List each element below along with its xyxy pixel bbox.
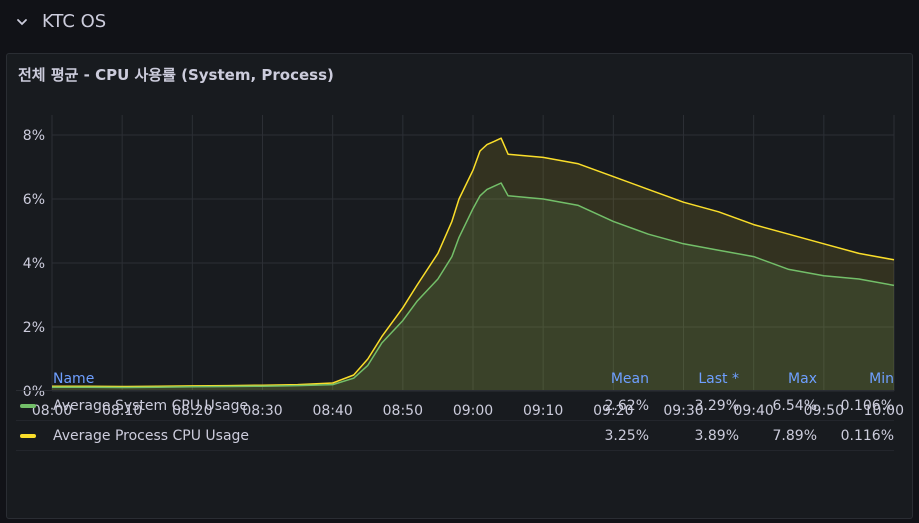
process-swatch [20, 434, 36, 438]
legend-header-max[interactable]: Max [788, 371, 817, 387]
chevron-down-icon[interactable] [16, 16, 28, 28]
legend-row-min: 0.116% [840, 427, 894, 444]
legend-header-mean[interactable]: Mean [610, 371, 649, 387]
legend-table: Name Mean Last * Max Min Average System … [16, 368, 894, 451]
y-tick-label: 6% [23, 192, 45, 208]
x-tick-label: 08:20 [172, 403, 212, 419]
x-tick-label: 08:30 [242, 403, 282, 419]
x-tick-label: 09:40 [733, 403, 773, 419]
legend-row-name[interactable]: Average Process CPU Usage [53, 427, 250, 444]
legend-header-name[interactable]: Name [53, 371, 95, 387]
legend-row-process[interactable]: Average Process CPU Usage 3.25% 3.89% 7.… [16, 421, 894, 451]
system-area [52, 183, 894, 391]
x-tick-label: 09:20 [593, 403, 633, 419]
legend-row-mean: 3.25% [604, 427, 649, 444]
legend-row-max: 7.89% [772, 427, 817, 444]
process-area [52, 138, 894, 391]
y-tick-label: 8% [23, 128, 45, 144]
x-tick-label: 08:40 [312, 403, 352, 419]
x-tick-label: 09:10 [523, 403, 563, 419]
x-tick-label: 08:00 [32, 403, 72, 419]
system-swatch [20, 404, 36, 408]
x-tick-label: 09:00 [453, 403, 493, 419]
x-tick-label: 08:10 [102, 403, 142, 419]
legend-row-last: 3.89% [694, 427, 739, 444]
system-line [52, 182, 895, 389]
legend-row-max: 6.54% [772, 397, 817, 414]
y-tick-label: 0% [23, 384, 45, 400]
legend-row-min: 0.106% [840, 397, 894, 414]
x-tick-label: 08:50 [383, 403, 423, 419]
legend-row-system[interactable]: Average System CPU Usage 2.62% 3.29% 6.5… [16, 391, 894, 421]
legend-row-mean: 2.62% [604, 397, 649, 414]
legend-header-min[interactable]: Min [869, 371, 894, 387]
x-tick-label: 10:00 [864, 403, 904, 419]
process-line [52, 137, 895, 388]
legend-header-last[interactable]: Last * [698, 371, 739, 387]
panel-title[interactable]: 전체 평균 - CPU 사용률 (System, Process) [18, 66, 334, 84]
x-tick-label: 09:30 [663, 403, 703, 419]
legend-header: Name Mean Last * Max Min [16, 368, 894, 391]
y-tick-label: 2% [23, 320, 45, 336]
row-header[interactable]: KTC OS [0, 0, 919, 46]
legend-row-name[interactable]: Average System CPU Usage [53, 397, 249, 414]
legend-row-last: 3.29% [694, 397, 739, 414]
y-tick-label: 4% [23, 256, 45, 272]
row-title[interactable]: KTC OS [42, 11, 107, 32]
x-tick-label: 09:50 [804, 403, 844, 419]
cpu-panel: 전체 평균 - CPU 사용률 (System, Process) [6, 53, 913, 519]
